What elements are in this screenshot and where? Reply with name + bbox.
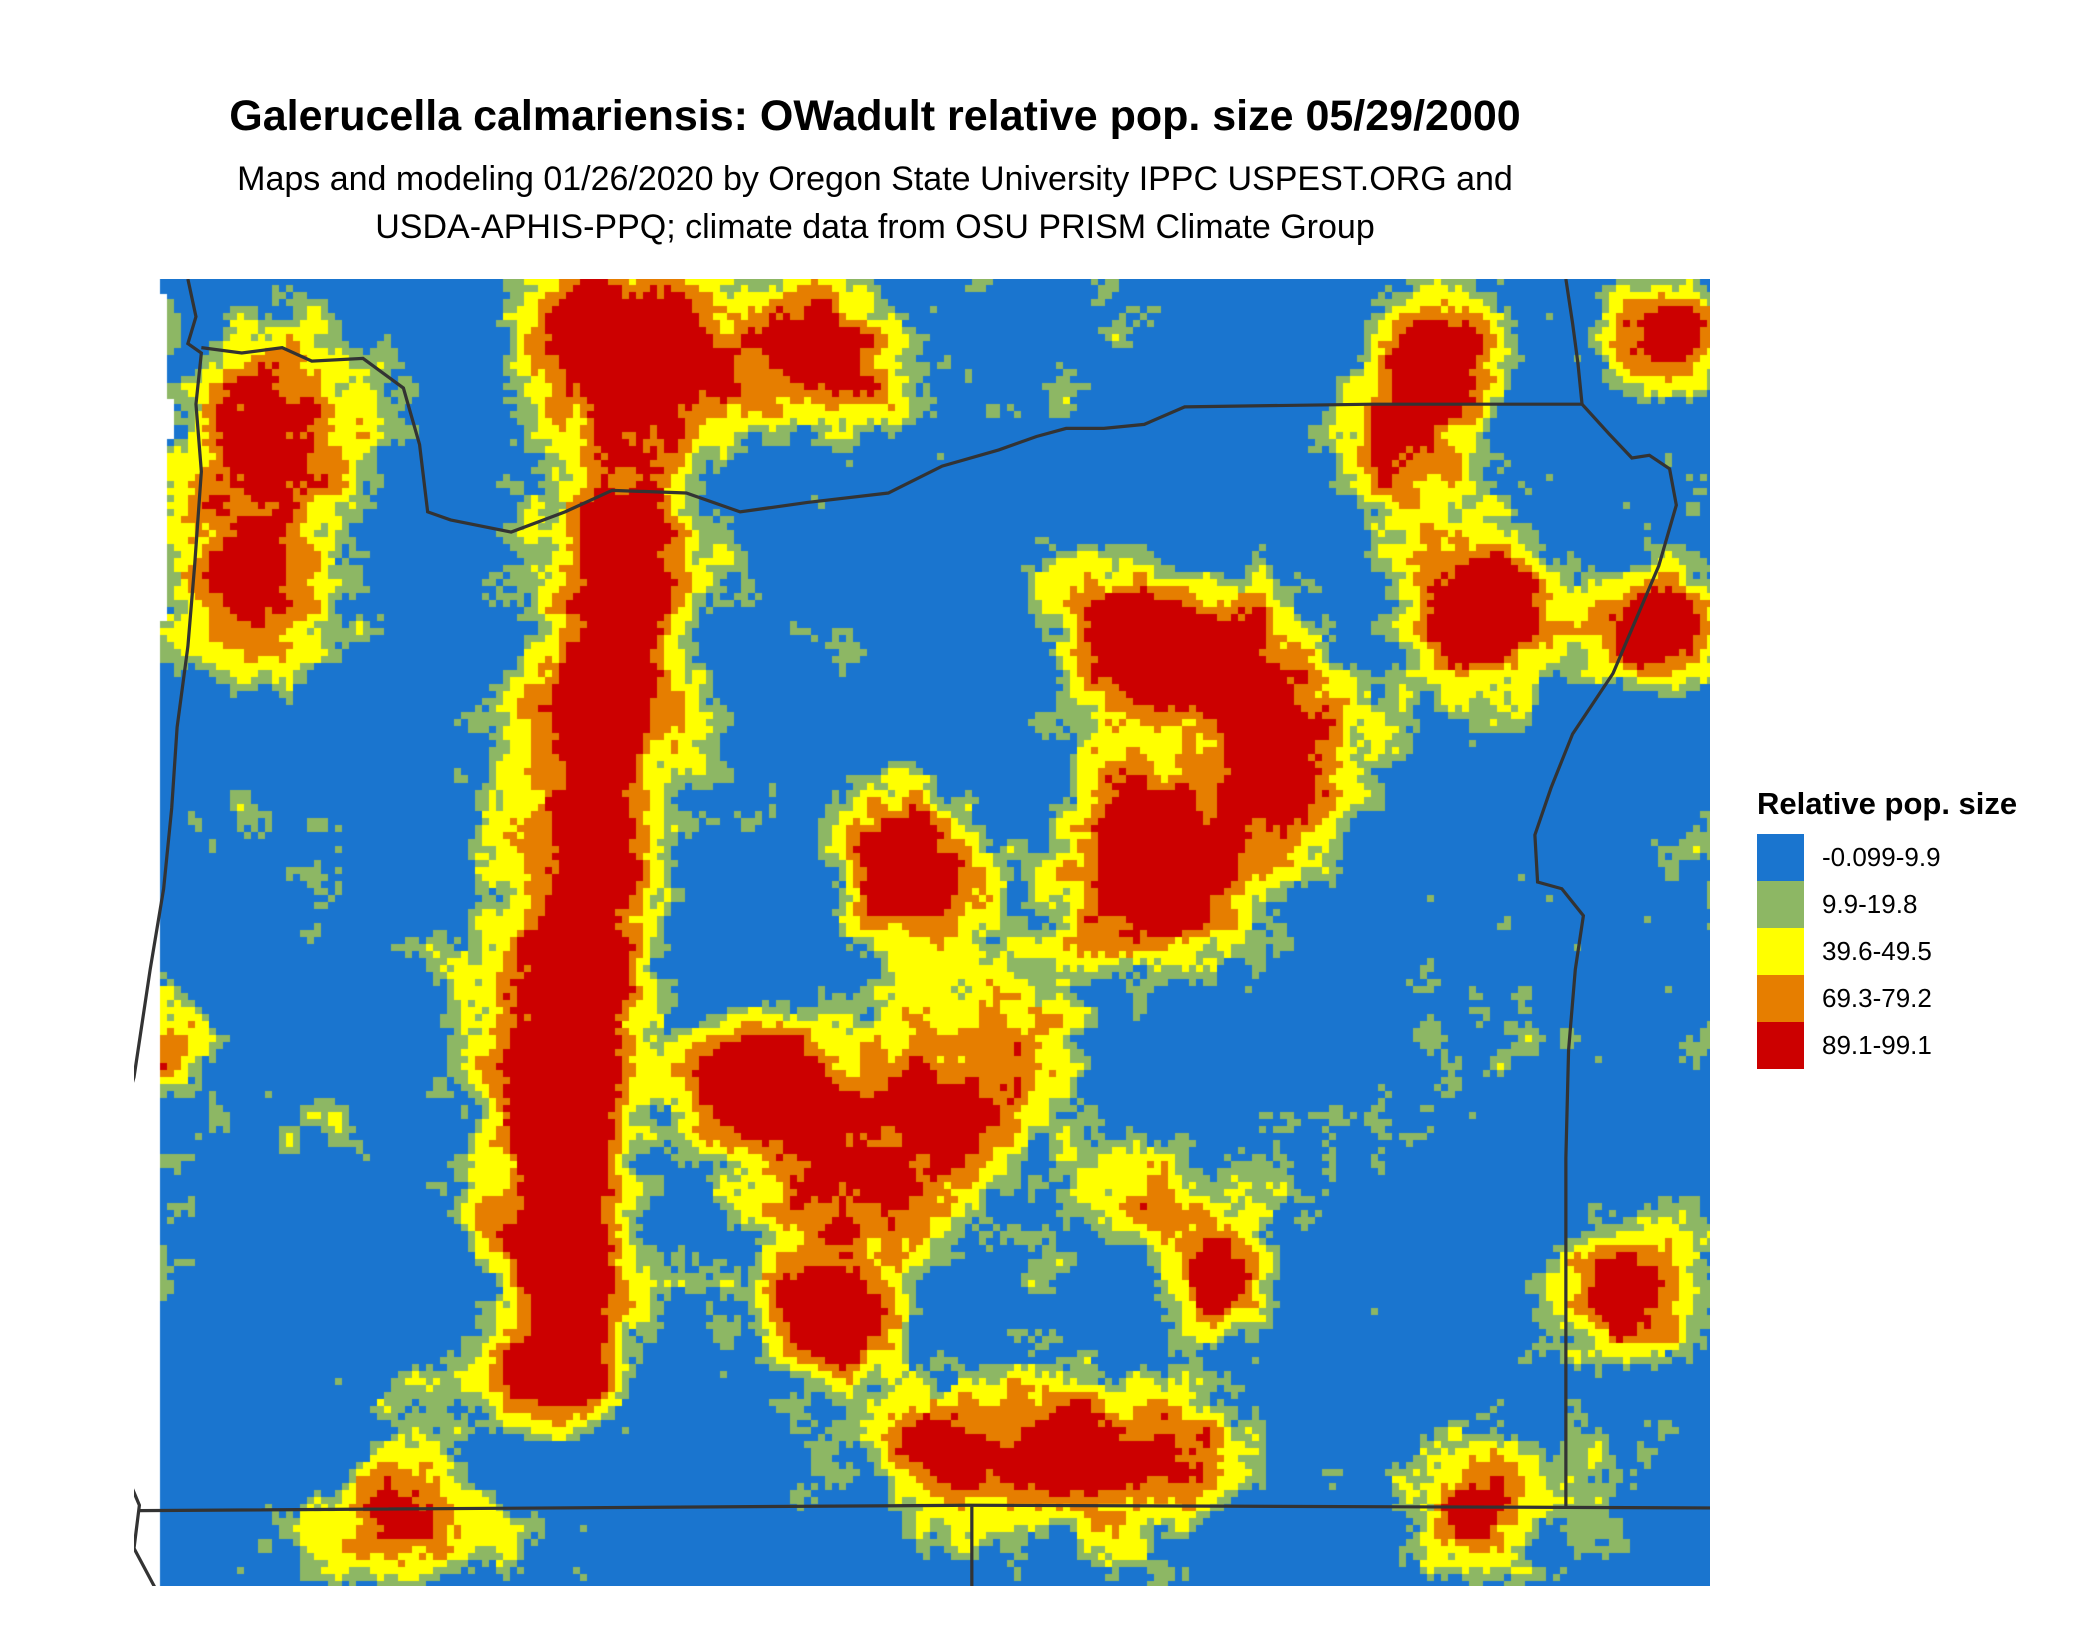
map-title: Galerucella calmariensis: OWadult relati… — [229, 92, 1521, 140]
legend-item: 69.3-79.2 — [1757, 975, 2017, 1022]
legend: Relative pop. size -0.099-9.9 9.9-19.8 3… — [1757, 786, 2017, 1069]
legend-label: 69.3-79.2 — [1822, 983, 1932, 1013]
legend-swatch — [1757, 928, 1804, 975]
legend-swatch — [1757, 975, 1804, 1022]
legend-title: Relative pop. size — [1757, 786, 2018, 821]
legend-label: 39.6-49.5 — [1822, 936, 1932, 966]
legend-item: 39.6-49.5 — [1757, 928, 2017, 975]
legend-swatch — [1757, 834, 1804, 881]
legend-item: 89.1-99.1 — [1757, 1022, 2017, 1069]
legend-label: -0.099-9.9 — [1822, 842, 1941, 872]
legend-item: 9.9-19.8 — [1757, 881, 2017, 928]
legend-swatch — [1757, 1022, 1804, 1069]
legend-label: 9.9-19.8 — [1822, 889, 1918, 919]
map-subtitle-line-1: Maps and modeling 01/26/2020 by Oregon S… — [237, 160, 1513, 198]
map-subtitle-line-2: USDA-APHIS-PPQ; climate data from OSU PR… — [375, 208, 1375, 246]
legend-label: 89.1-99.1 — [1822, 1030, 1932, 1060]
population-raster-map — [134, 279, 1710, 1586]
legend-swatch — [1757, 881, 1804, 928]
legend-item: -0.099-9.9 — [1757, 834, 2017, 881]
